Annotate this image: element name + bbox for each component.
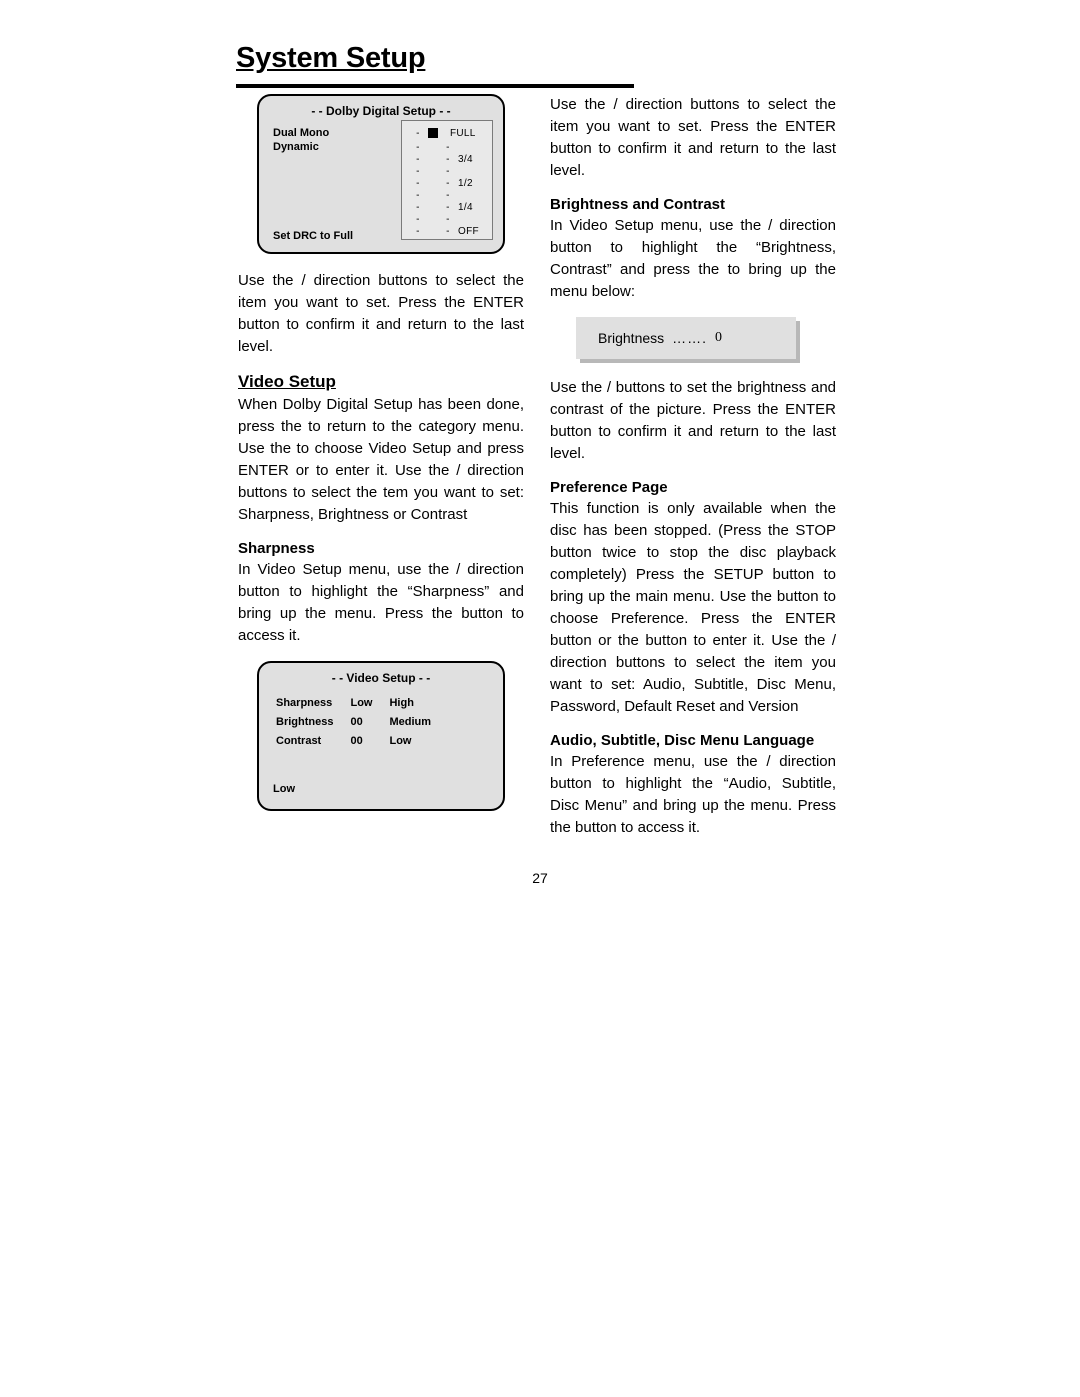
page-number: 27 [0, 870, 1080, 886]
table-row: Brightness 00 Medium [275, 714, 445, 731]
video-setup-screen: - - Video Setup - - Sharpness Low High B… [257, 661, 505, 811]
ladder-label: OFF [458, 226, 479, 237]
right-para-1: Use the / direction buttons to select th… [550, 94, 836, 182]
title-rule [236, 84, 634, 88]
video-setup-bottom: Low [273, 783, 295, 795]
ladder-row: --1/2 [414, 177, 480, 189]
cell-v1: 00 [349, 714, 386, 731]
sharpness-heading: Sharpness [238, 540, 524, 557]
ladder-row: --1/4 [414, 201, 480, 213]
ladder-label: 1/2 [458, 178, 473, 189]
cell-name: Sharpness [275, 695, 347, 712]
ladder-row: -FULL [414, 127, 480, 139]
ladder-label: FULL [450, 128, 476, 139]
asdm-heading: Audio, Subtitle, Disc Menu Language [550, 732, 836, 749]
brightness-contrast-heading: Brightness and Contrast [550, 196, 836, 213]
dolby-status: Set DRC to Full [273, 230, 353, 242]
cell-v2: High [388, 695, 445, 712]
ladder-row: -- [414, 213, 480, 225]
right-column: Use the / direction buttons to select th… [550, 94, 836, 853]
dolby-menu-item: Dynamic [273, 140, 329, 154]
table-row: Contrast 00 Low [275, 733, 445, 750]
ladder-row: --OFF [414, 225, 480, 237]
preference-page-heading: Preference Page [550, 479, 836, 496]
brightness-value: 0 [715, 330, 722, 346]
cell-v1: 00 [349, 733, 386, 750]
cell-v2: Medium [388, 714, 445, 731]
ladder-label: 1/4 [458, 202, 473, 213]
brightness-screen: Brightness ……. 0 [576, 317, 796, 359]
ladder-row: -- [414, 189, 480, 201]
title-row: System Setup [236, 42, 816, 93]
brightness-label: Brightness [598, 330, 664, 346]
left-para-3: In Video Setup menu, use the / direction… [238, 559, 524, 647]
cell-name: Brightness [275, 714, 347, 731]
dolby-ladder: -FULL -- --3/4 -- --1/2 -- --1/4 -- --OF… [401, 120, 493, 240]
right-para-5: In Preference menu, use the / direction … [550, 751, 836, 839]
video-setup-grid: Sharpness Low High Brightness 00 Medium … [273, 693, 447, 752]
page: System Setup - - Dolby Digital Setup - -… [0, 0, 1080, 1397]
brightness-dots: ……. [672, 330, 707, 346]
cell-name: Contrast [275, 733, 347, 750]
video-setup-heading: Video Setup [238, 372, 524, 392]
right-para-4: This function is only available when the… [550, 498, 836, 718]
left-para-1: Use the / direction buttons to select th… [238, 270, 524, 358]
left-column: - - Dolby Digital Setup - - Dual Mono Dy… [238, 94, 524, 827]
right-para-2: In Video Setup menu, use the / direction… [550, 215, 836, 303]
video-setup-title: - - Video Setup - - [259, 663, 503, 685]
cell-v1: Low [349, 695, 386, 712]
page-title: System Setup [236, 42, 425, 75]
ladder-row: -- [414, 165, 480, 177]
right-para-3: Use the / buttons to set the brightness … [550, 377, 836, 465]
dolby-menu-item: Dual Mono [273, 126, 329, 140]
dolby-setup-screen: - - Dolby Digital Setup - - Dual Mono Dy… [257, 94, 505, 254]
dolby-title: - - Dolby Digital Setup - - [259, 96, 503, 118]
cell-v2: Low [388, 733, 445, 750]
table-row: Sharpness Low High [275, 695, 445, 712]
ladder-marker-icon [428, 128, 438, 138]
dolby-menu-items: Dual Mono Dynamic [273, 126, 329, 154]
left-para-2: When Dolby Digital Setup has been done, … [238, 394, 524, 526]
ladder-row: --3/4 [414, 153, 480, 165]
ladder-row: -- [414, 141, 480, 153]
ladder-label: 3/4 [458, 154, 473, 165]
